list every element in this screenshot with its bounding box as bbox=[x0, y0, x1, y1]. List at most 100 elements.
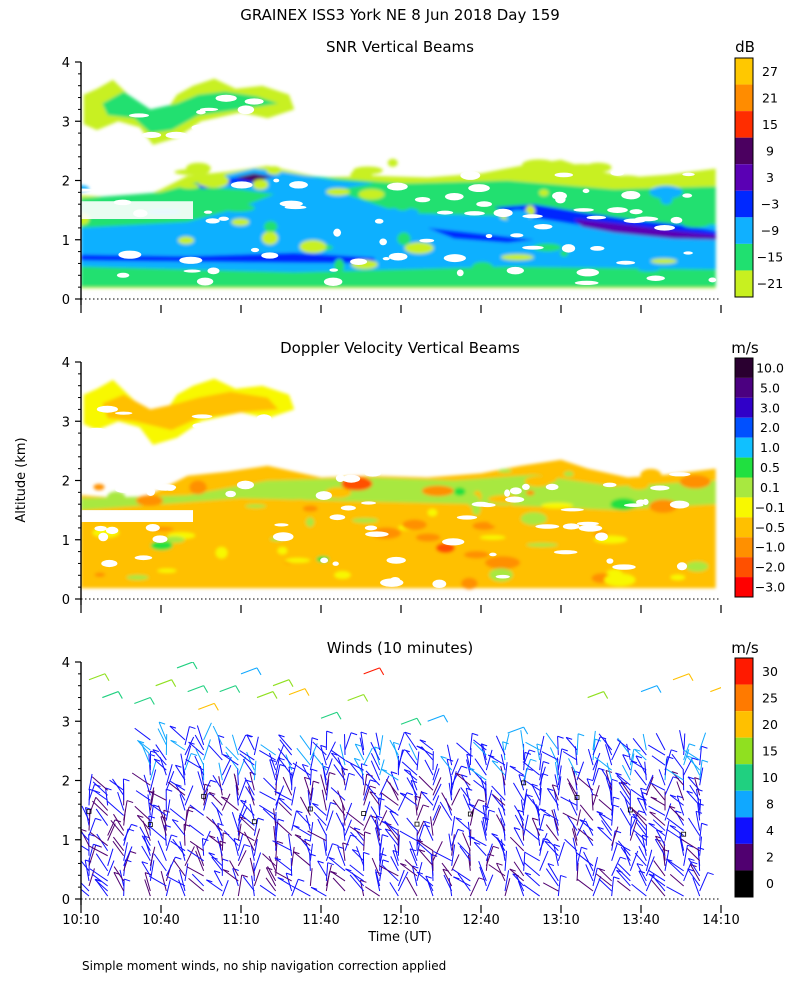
wind-barb bbox=[363, 785, 371, 806]
wind-barb bbox=[167, 781, 186, 796]
wind-barb bbox=[645, 776, 654, 796]
wind-barb bbox=[416, 871, 434, 887]
wind-barb-upper bbox=[320, 711, 338, 719]
wind-barb bbox=[274, 857, 292, 872]
wind-barb bbox=[237, 756, 247, 776]
wind-barb bbox=[420, 791, 434, 806]
data-gap bbox=[522, 483, 530, 491]
wind-barb bbox=[430, 816, 434, 836]
wind-barb bbox=[699, 799, 702, 816]
colorbar-label: 0.5 bbox=[760, 460, 780, 475]
wind-barb bbox=[649, 811, 666, 826]
snr-patch bbox=[198, 174, 230, 188]
wind-barb bbox=[379, 735, 384, 756]
wind-barb bbox=[504, 878, 511, 897]
data-gap bbox=[590, 245, 605, 251]
wind-barb bbox=[363, 815, 371, 831]
wind-barb bbox=[467, 854, 471, 871]
wind-barb-flag bbox=[691, 861, 698, 865]
wind-barb bbox=[667, 860, 685, 877]
wind-barb bbox=[84, 859, 90, 882]
wind-barb bbox=[269, 759, 277, 781]
wind-barb-upper bbox=[288, 688, 306, 696]
wind-barb bbox=[330, 752, 346, 771]
wind-barb-flag bbox=[403, 769, 411, 773]
wind-barb-flag bbox=[532, 817, 539, 821]
snr-gap-band bbox=[81, 201, 193, 220]
wind-barb-flag bbox=[217, 735, 225, 738]
wind-barb bbox=[632, 829, 647, 842]
wind-barb bbox=[221, 880, 229, 897]
wind-barb bbox=[203, 830, 211, 846]
wind-barb bbox=[460, 787, 471, 801]
wind-barb bbox=[237, 768, 239, 786]
wind-barb bbox=[285, 754, 293, 771]
wind-barb bbox=[685, 755, 701, 771]
data-gap bbox=[118, 250, 142, 259]
x-tick-label: 11:10 bbox=[222, 913, 259, 928]
wind-barb-flag bbox=[214, 870, 221, 874]
wind-barb-upper-flag bbox=[603, 691, 609, 699]
wind-barb bbox=[485, 749, 493, 771]
wind-barb bbox=[363, 801, 371, 821]
wind-barb bbox=[545, 824, 559, 841]
doppler-patch bbox=[126, 574, 149, 581]
colorbar-swatch bbox=[735, 658, 753, 685]
wind-barb-upper bbox=[640, 685, 658, 693]
data-gap bbox=[128, 113, 149, 118]
wind-barb bbox=[369, 791, 381, 806]
doppler-patch bbox=[334, 571, 351, 579]
wind-barb bbox=[349, 864, 364, 877]
wind-barb bbox=[81, 860, 90, 872]
winds-colorbar-unit: m/s bbox=[731, 639, 759, 657]
wind-barb bbox=[112, 840, 125, 857]
wind-barb bbox=[178, 879, 186, 897]
wind-barb bbox=[576, 878, 594, 892]
wind-barb bbox=[149, 826, 167, 842]
wind-barb bbox=[699, 767, 704, 786]
wind-barb bbox=[654, 838, 666, 856]
wind-barb bbox=[409, 841, 418, 861]
wind-barb bbox=[523, 852, 526, 871]
wind-barb-flag bbox=[222, 754, 230, 758]
wind-barb bbox=[485, 846, 494, 866]
wind-barb bbox=[523, 814, 529, 836]
doppler-patch bbox=[277, 546, 288, 555]
data-gap bbox=[261, 252, 279, 259]
wind-barb bbox=[658, 769, 666, 786]
data-gap bbox=[471, 501, 490, 507]
data-gap bbox=[364, 469, 382, 477]
snr-panel: SNR Vertical Beams 0 1 2 3 4 dB 27 21 15 9 3 −3 −9… bbox=[62, 38, 783, 313]
colorbar-label: 21 bbox=[762, 90, 778, 105]
wind-barb-flag bbox=[689, 743, 696, 747]
wind-barb bbox=[355, 846, 365, 866]
wind-barb bbox=[330, 871, 346, 882]
wind-barb bbox=[446, 744, 453, 766]
wind-barb-flag bbox=[424, 820, 431, 824]
wind-barb bbox=[611, 797, 614, 816]
wind-barb bbox=[591, 794, 594, 811]
wind-barb bbox=[259, 884, 276, 897]
wind-barb bbox=[421, 746, 434, 761]
wind-barb bbox=[134, 805, 151, 821]
colorbar-swatch bbox=[735, 457, 753, 478]
wind-barb bbox=[279, 739, 293, 756]
wind-barb bbox=[406, 777, 418, 796]
wind-barb bbox=[216, 836, 223, 856]
wind-barb-flag bbox=[310, 886, 318, 890]
wind-barb bbox=[482, 805, 487, 826]
wind-barb-flag bbox=[175, 764, 182, 768]
wind-barb bbox=[253, 760, 257, 781]
wind-barb-flag bbox=[137, 814, 144, 818]
y-tick-label: 3 bbox=[62, 415, 70, 430]
wind-barb bbox=[237, 799, 247, 821]
wind-barb bbox=[473, 779, 487, 791]
data-gap bbox=[386, 182, 408, 191]
wind-barb bbox=[452, 868, 471, 882]
wind-barb bbox=[491, 785, 506, 801]
wind-barb bbox=[491, 793, 506, 811]
wind-barb bbox=[487, 754, 506, 766]
wind-barb-flag bbox=[385, 828, 392, 832]
snr-patch bbox=[279, 224, 305, 231]
wind-barb bbox=[389, 810, 399, 826]
